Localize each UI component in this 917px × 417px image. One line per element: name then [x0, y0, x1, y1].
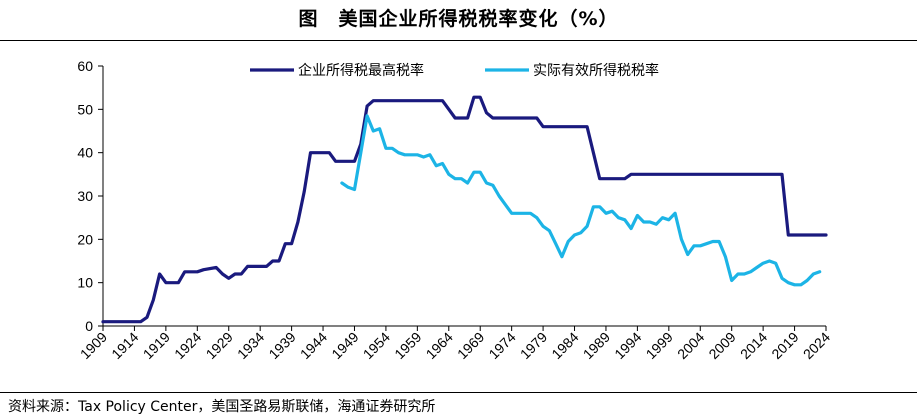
x-tick-label: 1994: [611, 329, 644, 362]
page-title: 图 美国企业所得税税率变化（%）: [298, 8, 619, 30]
x-tick-label: 1959: [391, 329, 424, 362]
x-tick-label: 1974: [485, 329, 518, 362]
series-line-1: [101, 95, 828, 324]
legend-label-2: 实际有效所得税税率: [533, 62, 659, 79]
y-tick-label: 10: [77, 275, 93, 291]
x-tick-label: 1984: [548, 329, 581, 362]
y-tick-label: 50: [77, 101, 93, 117]
x-tick-label: 1914: [108, 329, 141, 362]
x-tick-label: 1949: [328, 329, 361, 362]
y-tick-label: 30: [77, 188, 93, 204]
legend-label-1: 企业所得税最高税率: [298, 62, 424, 79]
y-tick-label: 40: [77, 145, 93, 161]
series-line-2: [340, 114, 822, 287]
top-divider: [0, 40, 917, 41]
y-tick-label: 0: [85, 318, 93, 334]
x-tick-label: 1989: [580, 329, 613, 362]
x-tick-label: 1924: [171, 329, 204, 362]
x-tick-label: 1909: [77, 329, 110, 362]
x-tick-label: 1939: [265, 329, 298, 362]
x-tick-label: 1929: [203, 329, 236, 362]
x-tick-label: 2004: [674, 329, 707, 362]
x-tick-label: 1934: [234, 329, 267, 362]
x-tick-label: 2009: [705, 329, 738, 362]
x-tick-label: 1969: [454, 329, 487, 362]
y-tick-label: 60: [77, 58, 93, 74]
x-tick-label: 1944: [297, 329, 330, 362]
x-tick-label: 1964: [423, 329, 456, 362]
x-tick-label: 1979: [517, 329, 550, 362]
y-tick-label: 20: [77, 231, 93, 247]
axes-layer: 0 10 20 30 40 50 60 190919141919192419291934193…: [77, 58, 833, 362]
x-tick-label: 2014: [737, 329, 770, 362]
x-tick-label: 1999: [643, 329, 676, 362]
source-note: 资料来源：Tax Policy Center，美国圣路易斯联储，海通证券研究所: [8, 399, 436, 415]
series-layer: [101, 95, 828, 324]
x-tick-label: 1954: [360, 329, 393, 362]
x-tick-label: 2019: [768, 329, 801, 362]
x-tick-label: 2024: [800, 329, 833, 362]
x-tick-label: 1919: [140, 329, 173, 362]
bottom-divider: [0, 392, 917, 393]
legend: 企业所得税最高税率 实际有效所得税税率: [250, 62, 659, 79]
